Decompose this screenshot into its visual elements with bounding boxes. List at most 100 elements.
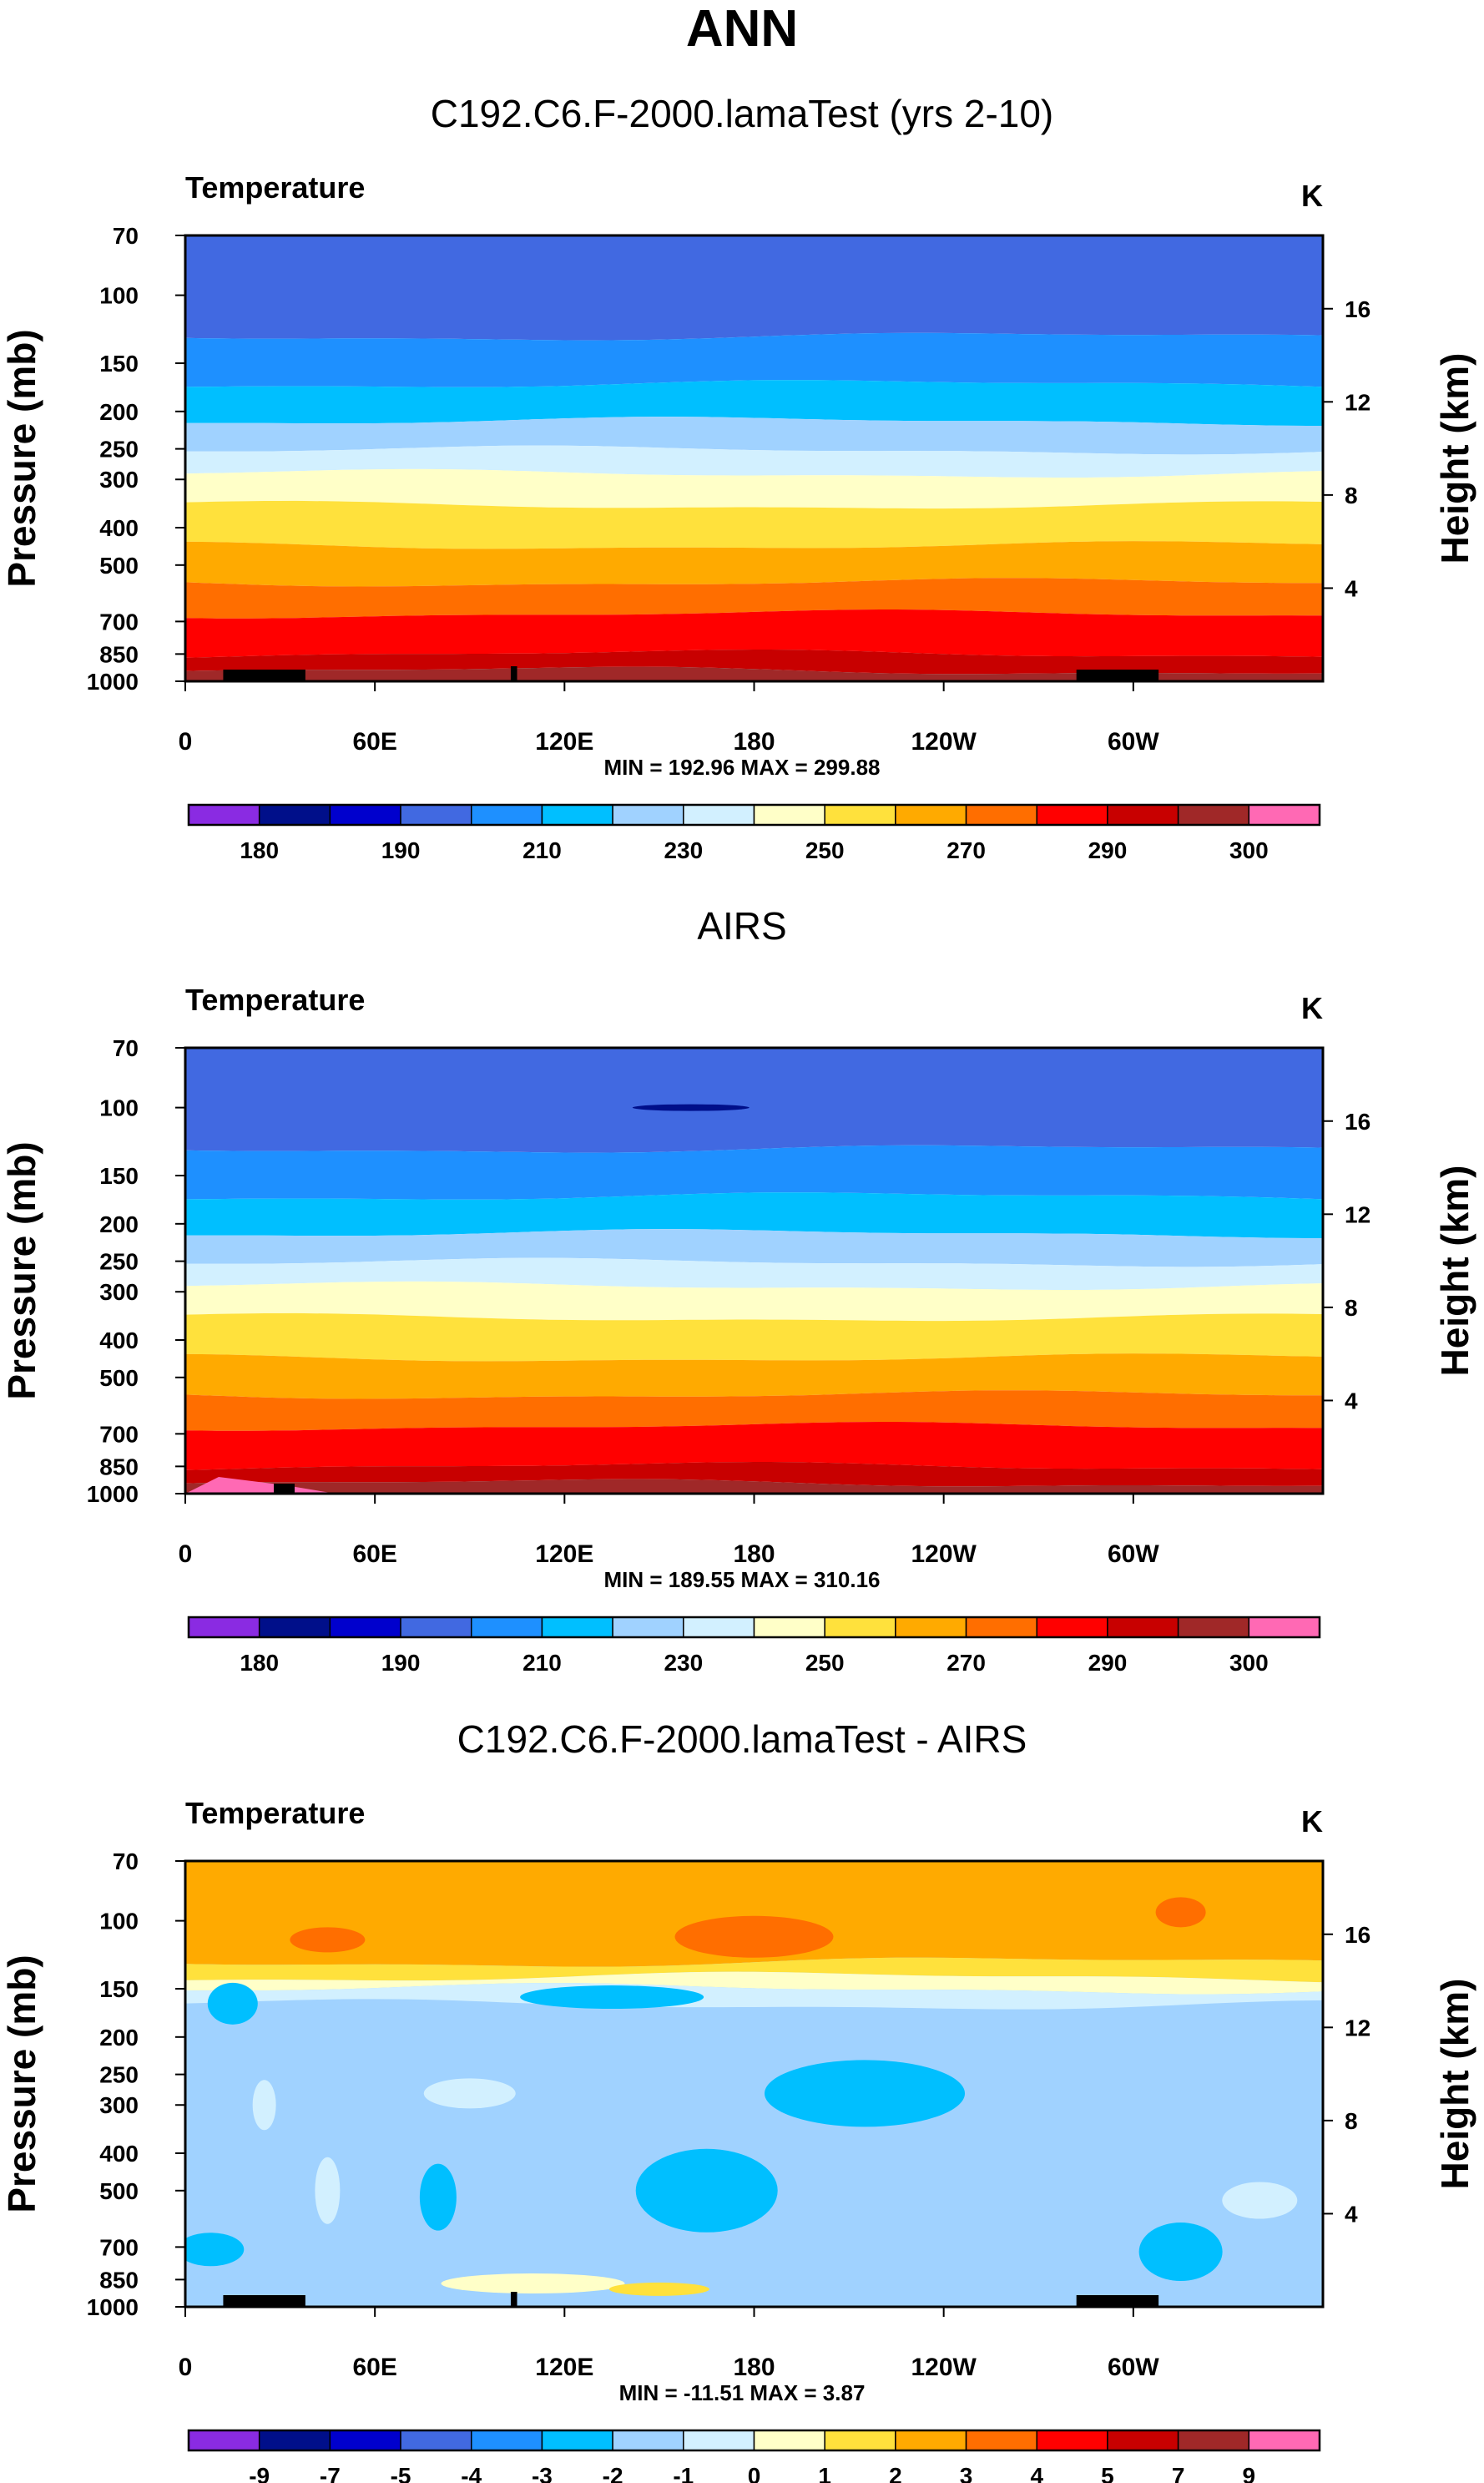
- contour-band: [185, 1390, 1323, 1431]
- pressure-tick-label: 70: [113, 1035, 139, 1061]
- colorbar-swatch: [329, 2430, 401, 2451]
- pressure-tick-label: 500: [99, 553, 139, 579]
- x-tick-label: 0: [179, 2354, 193, 2381]
- contour-band: [185, 541, 1323, 587]
- contour-band: [185, 235, 1323, 341]
- x-tick-label: 180: [733, 1540, 775, 1568]
- colorbar-swatch: [400, 1616, 472, 1638]
- colorbar-swatch: [1177, 2430, 1250, 2451]
- x-tick-label: 60E: [352, 2354, 396, 2381]
- colorbar-swatch: [541, 804, 613, 826]
- y2-axis-label: Height (km): [1433, 1979, 1476, 2190]
- pressure-tick-label: 150: [99, 1163, 139, 1189]
- colorbar-label: 290: [1088, 1650, 1128, 1676]
- y-axis-label: Pressure (mb): [0, 1955, 43, 2212]
- panels-layer: C192.C6.F-2000.lamaTest (yrs 2-10) Temper…: [0, 92, 1476, 2483]
- pressure-tick-label: 700: [99, 1421, 139, 1447]
- topography-mask: [1076, 2295, 1159, 2307]
- colorbar-label: -9: [249, 2463, 270, 2483]
- colorbar-swatch: [258, 1616, 331, 1638]
- colorbar: 180 190 210 230 250 270 290 300: [187, 1616, 1321, 1676]
- colorbar-swatch: [753, 804, 825, 826]
- height-tick-label: 12: [1345, 389, 1370, 415]
- contour-region: [1138, 2223, 1223, 2282]
- topography-mask: [274, 1484, 295, 1494]
- colorbar-swatch: [188, 2430, 260, 2451]
- temperature-field: [185, 1048, 1323, 1494]
- colorbar-label: 180: [240, 837, 279, 863]
- colorbar-swatch: [612, 1616, 684, 1638]
- pressure-tick-label: 100: [99, 1909, 139, 1934]
- colorbar: 180 190 210 230 250 270 290 300: [187, 803, 1321, 863]
- colorbar-swatch: [400, 2430, 472, 2451]
- colorbar-label: 250: [805, 1650, 845, 1676]
- contour-band: [185, 1462, 1323, 1487]
- contour-region: [185, 2233, 245, 2267]
- height-tick-label: 12: [1345, 1201, 1370, 1227]
- colorbar: -9 -7 -5 -4 -3 -2 -1 0 1 2 3 4 5 7 9: [187, 2429, 1321, 2483]
- contour-band: [185, 500, 1323, 549]
- colorbar-swatch: [895, 2430, 967, 2451]
- x-tick-label: 120W: [911, 1540, 977, 1568]
- colorbar-frame: [187, 1616, 1321, 1639]
- colorbar-swatch: [400, 804, 472, 826]
- colorbar-swatch: [965, 2430, 1037, 2451]
- cold-core-contour: [632, 1104, 750, 1111]
- colorbar-swatch: [753, 1616, 825, 1638]
- x-tick-label: 60W: [1108, 1540, 1159, 1568]
- colorbar-label: 5: [1101, 2463, 1114, 2483]
- pressure-tick-label: 100: [99, 283, 139, 309]
- colorbar-swatch: [1177, 1616, 1250, 1638]
- colorbar-swatch: [753, 2430, 825, 2451]
- contour-region: [423, 2078, 516, 2109]
- x-tick-label: 120W: [911, 728, 977, 756]
- x-tick-label: 60W: [1108, 728, 1159, 756]
- pressure-tick-label: 500: [99, 2178, 139, 2204]
- pressure-tick-label: 700: [99, 2234, 139, 2260]
- x-tick-label: 180: [733, 2354, 775, 2381]
- colorbar-swatch: [612, 2430, 684, 2451]
- contour-band: [185, 445, 1323, 478]
- colorbar-label: 230: [664, 1650, 703, 1676]
- contour-region: [315, 2157, 341, 2224]
- colorbar-label: -2: [603, 2463, 623, 2483]
- height-tick-label: 16: [1345, 296, 1370, 322]
- colorbar-label: 7: [1172, 2463, 1185, 2483]
- units-label: K: [1301, 179, 1323, 213]
- y2-axis-label: Height (km): [1433, 1166, 1476, 1377]
- topography-mask: [1076, 670, 1159, 681]
- colorbar-label: -4: [461, 2463, 482, 2483]
- colorbar-label: 290: [1088, 837, 1128, 863]
- colorbar-label: -1: [673, 2463, 694, 2483]
- colorbar-label: 3: [960, 2463, 973, 2483]
- topography-mask: [510, 2292, 517, 2307]
- colorbar-swatch: [1248, 1616, 1320, 1638]
- colorbar-label: -3: [532, 2463, 553, 2483]
- contour-band: [185, 468, 1323, 509]
- topography-mask: [223, 670, 305, 681]
- contour-region: [1222, 2182, 1298, 2219]
- x-tick-label: 120E: [535, 2354, 593, 2381]
- colorbar-swatch: [824, 2430, 896, 2451]
- colorbar-label: 190: [381, 1650, 421, 1676]
- contour-band: [185, 380, 1323, 426]
- pressure-tick-label: 300: [99, 1279, 139, 1305]
- height-tick-label: 12: [1345, 2015, 1370, 2041]
- x-tick-label: 60W: [1108, 2354, 1159, 2381]
- pressure-tick-label: 300: [99, 467, 139, 493]
- topography-mask: [510, 666, 517, 681]
- contour-region: [252, 2080, 276, 2131]
- pressure-tick-label: 1000: [87, 669, 139, 695]
- colorbar-swatch: [1036, 2430, 1108, 2451]
- colorbar-swatch: [965, 804, 1037, 826]
- contour-band: [185, 1192, 1323, 1238]
- pressure-tick-label: 700: [99, 609, 139, 635]
- contour-region: [419, 2163, 457, 2231]
- colorbar-label: 190: [381, 837, 421, 863]
- colorbar-label: 250: [805, 837, 845, 863]
- y-axis-label: Pressure (mb): [0, 1141, 43, 1399]
- x-tick-label: 120E: [535, 728, 593, 756]
- x-tick-label: 120E: [535, 1540, 593, 1568]
- min-max-stats: MIN = 189.55 MAX = 310.16: [604, 1567, 881, 1592]
- colorbar-swatch: [824, 804, 896, 826]
